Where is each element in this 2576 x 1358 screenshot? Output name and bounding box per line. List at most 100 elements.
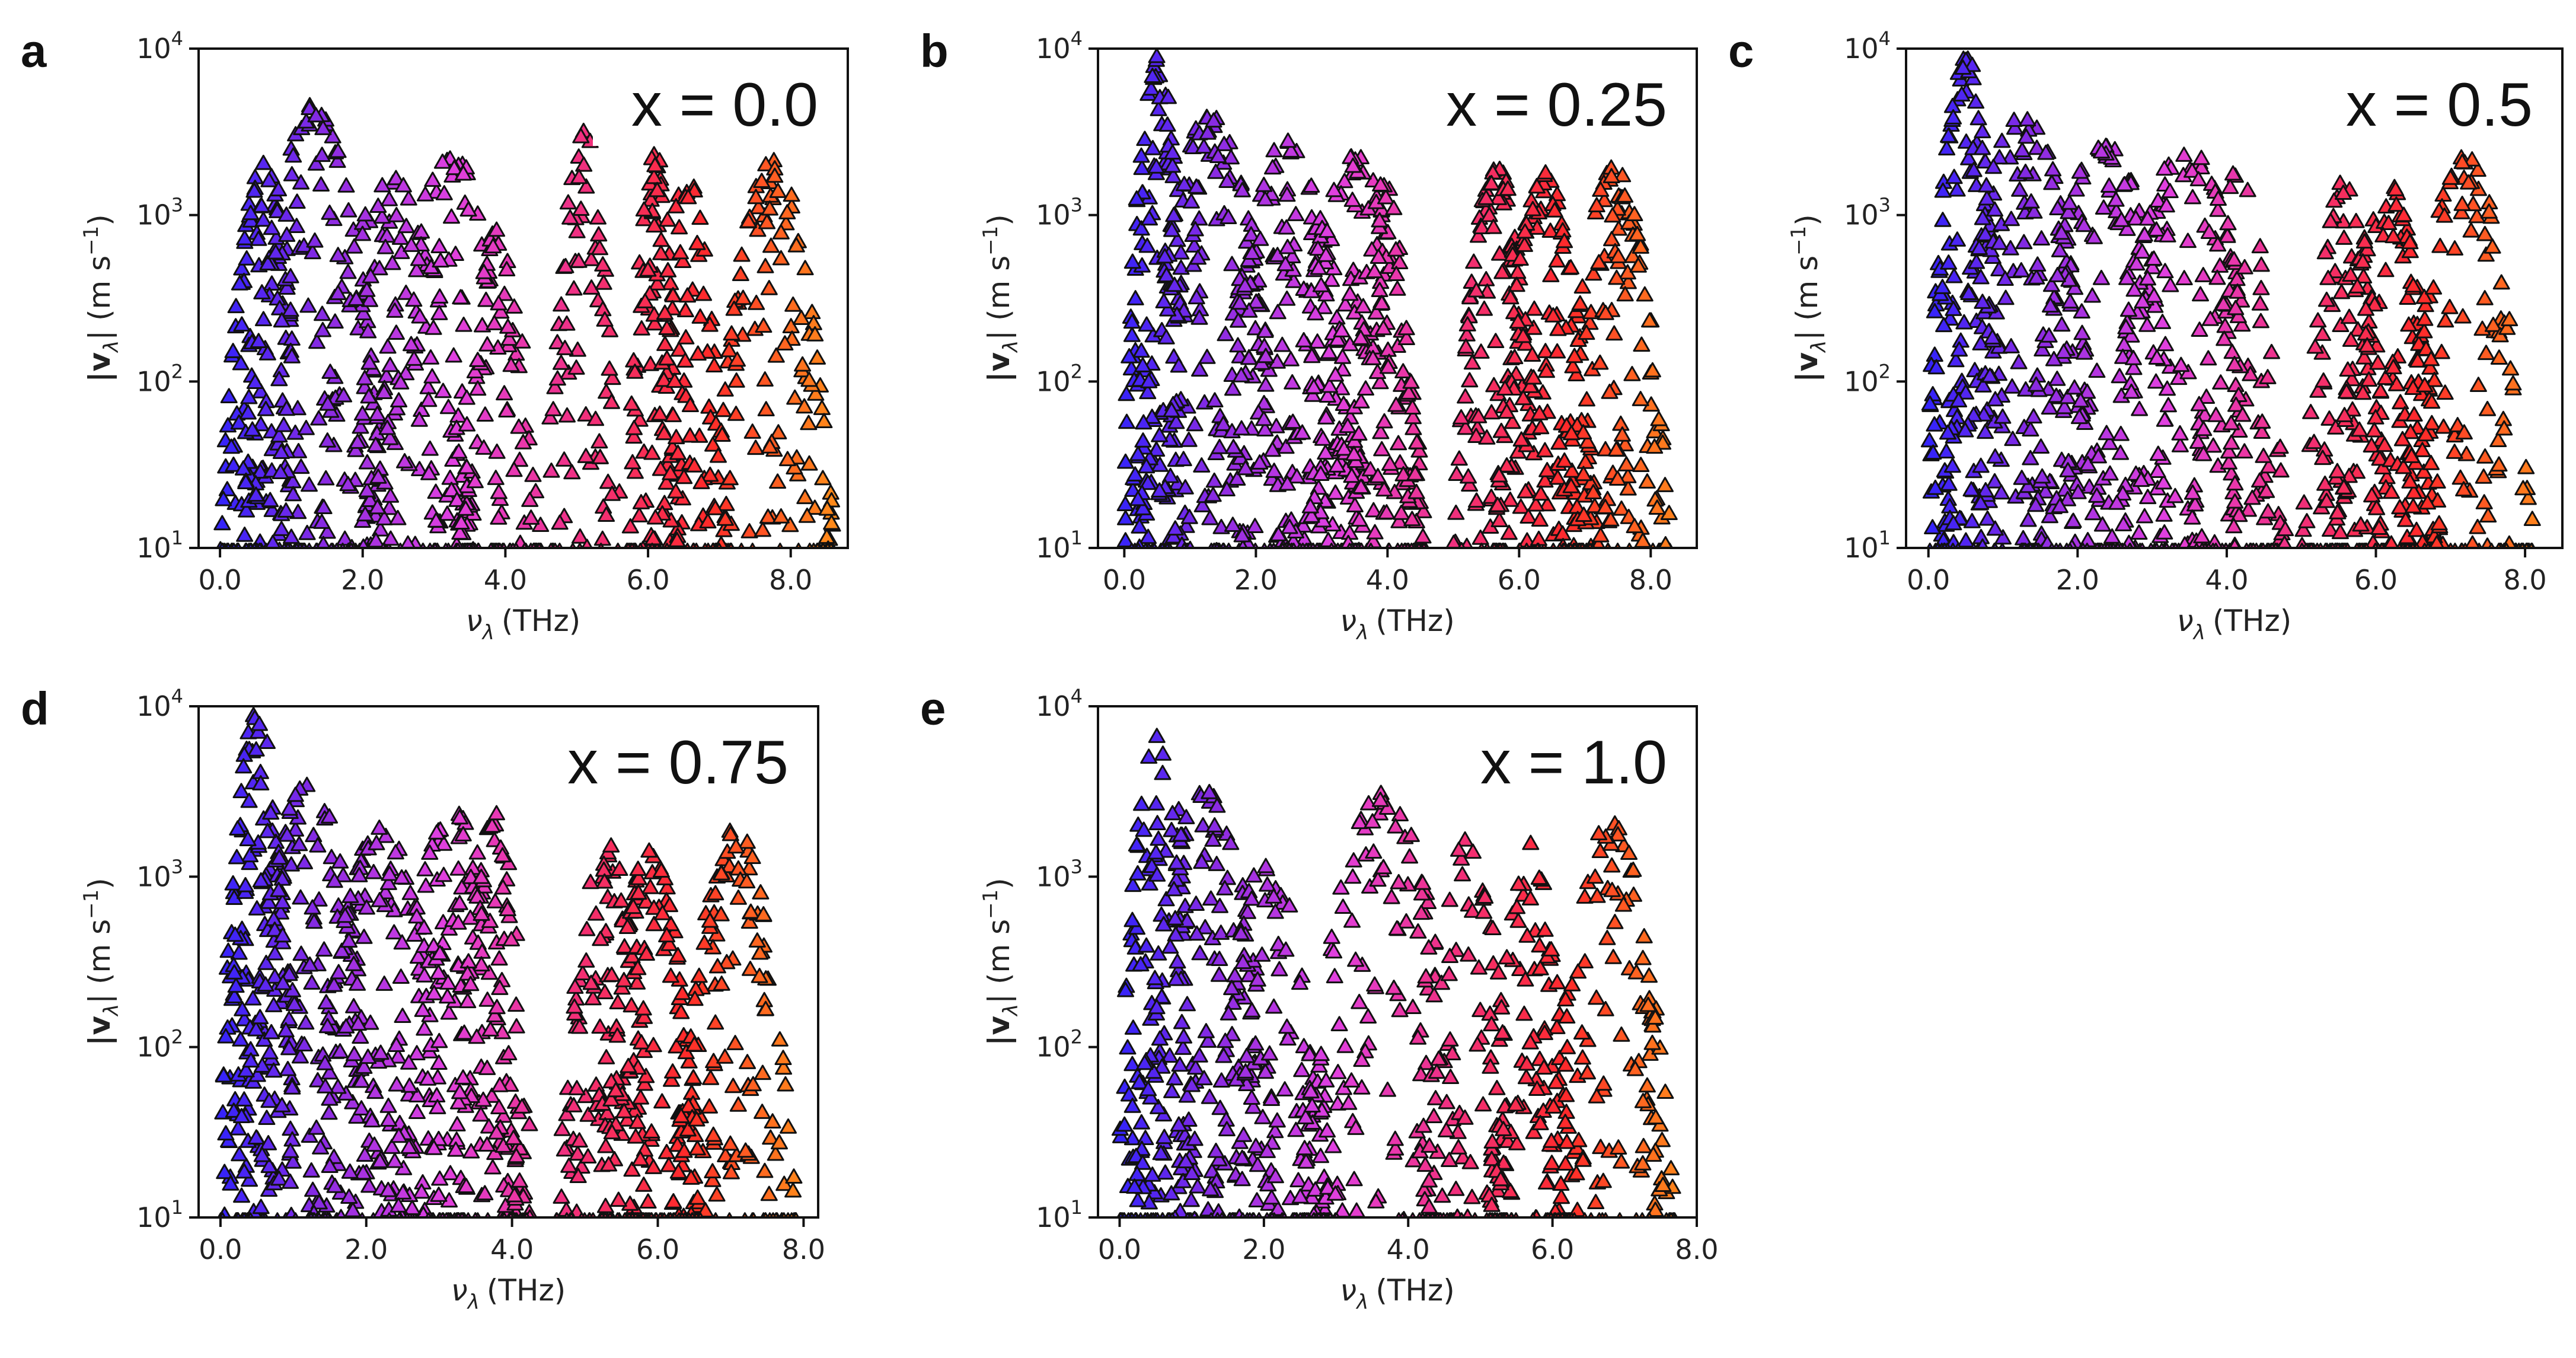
data-point bbox=[285, 486, 302, 502]
data-point bbox=[2316, 244, 2334, 260]
data-point bbox=[1128, 190, 1145, 206]
data-point bbox=[675, 468, 693, 484]
data-point bbox=[394, 1008, 411, 1023]
data-point bbox=[252, 872, 270, 888]
data-point bbox=[1563, 462, 1581, 478]
data-point bbox=[671, 219, 688, 235]
data-point bbox=[1626, 206, 1643, 221]
data-point bbox=[1204, 486, 1222, 502]
data-point bbox=[1319, 222, 1336, 238]
data-point bbox=[478, 1136, 496, 1152]
data-point bbox=[505, 298, 523, 314]
data-point bbox=[1188, 289, 1205, 305]
data-point bbox=[1170, 357, 1188, 373]
data-point bbox=[488, 221, 506, 237]
data-point bbox=[273, 312, 291, 328]
data-point bbox=[542, 462, 560, 478]
data-point bbox=[818, 500, 836, 516]
data-point bbox=[593, 530, 611, 546]
data-point bbox=[778, 204, 796, 219]
data-point bbox=[609, 994, 627, 1009]
data-point bbox=[2415, 288, 2433, 304]
data-point bbox=[451, 809, 468, 825]
data-point bbox=[2060, 203, 2077, 219]
data-point bbox=[318, 523, 336, 539]
data-point bbox=[235, 758, 253, 774]
data-point bbox=[329, 247, 347, 262]
data-point bbox=[1965, 161, 1983, 177]
data-point bbox=[1576, 453, 1594, 469]
data-point bbox=[440, 1004, 458, 1020]
data-point bbox=[1549, 343, 1566, 359]
data-point bbox=[2118, 221, 2136, 236]
data-point bbox=[2093, 516, 2111, 532]
data-point bbox=[1516, 223, 1534, 239]
data-point bbox=[513, 333, 531, 349]
data-point bbox=[1223, 256, 1241, 272]
data-point bbox=[2225, 518, 2243, 534]
data-point bbox=[280, 965, 298, 981]
data-point bbox=[607, 1082, 625, 1098]
data-point bbox=[1134, 432, 1152, 448]
data-point bbox=[1136, 130, 1154, 146]
data-point bbox=[277, 502, 295, 518]
data-point bbox=[1604, 207, 1621, 223]
data-point bbox=[569, 341, 586, 357]
data-point bbox=[587, 905, 605, 921]
data-point bbox=[1603, 231, 1620, 247]
data-point bbox=[231, 1146, 248, 1162]
data-point bbox=[1403, 511, 1421, 527]
panel-letter: b bbox=[920, 25, 949, 77]
data-point bbox=[553, 1121, 571, 1136]
data-point bbox=[1375, 481, 1393, 497]
data-point bbox=[757, 401, 775, 416]
data-point bbox=[630, 869, 647, 885]
data-point bbox=[1278, 219, 1295, 235]
data-point bbox=[1142, 80, 1160, 96]
data-point bbox=[323, 849, 340, 865]
data-point bbox=[766, 167, 784, 183]
data-point bbox=[2429, 535, 2445, 548]
data-point bbox=[710, 447, 727, 463]
data-point bbox=[1317, 286, 1335, 302]
data-point bbox=[806, 499, 823, 515]
data-point bbox=[416, 861, 434, 876]
data-point bbox=[397, 218, 415, 234]
data-point bbox=[445, 347, 462, 363]
data-point bbox=[1333, 322, 1351, 337]
data-point bbox=[1147, 158, 1165, 174]
data-point bbox=[2519, 489, 2537, 505]
data-point bbox=[2399, 289, 2417, 305]
data-point bbox=[244, 990, 262, 1006]
data-point bbox=[2071, 163, 2089, 179]
data-point bbox=[2064, 512, 2082, 528]
data-point bbox=[1603, 168, 1620, 183]
data-point bbox=[226, 926, 244, 942]
data-point bbox=[2088, 362, 2106, 378]
data-point bbox=[578, 920, 596, 936]
data-point bbox=[2429, 492, 2447, 508]
data-point bbox=[1487, 333, 1505, 348]
data-point bbox=[1986, 448, 2004, 464]
data-point bbox=[676, 302, 694, 317]
y-tick-label: 103 bbox=[1844, 194, 1891, 231]
data-point bbox=[1343, 192, 1361, 207]
data-point bbox=[388, 206, 406, 222]
data-point bbox=[1377, 189, 1394, 205]
data-point bbox=[1308, 333, 1326, 349]
data-point bbox=[2395, 458, 2412, 474]
data-point bbox=[368, 834, 385, 850]
data-point bbox=[274, 927, 292, 943]
data-point bbox=[755, 317, 773, 333]
data-point bbox=[1240, 349, 1258, 365]
data-point bbox=[478, 1060, 496, 1075]
data-point bbox=[1155, 293, 1173, 308]
data-point bbox=[733, 246, 751, 262]
data-point bbox=[315, 499, 333, 514]
data-point bbox=[1969, 110, 1987, 126]
data-point bbox=[2309, 382, 2327, 398]
data-point bbox=[1126, 290, 1144, 305]
data-point bbox=[1597, 499, 1614, 514]
data-point bbox=[1978, 510, 1996, 526]
data-point bbox=[272, 464, 289, 479]
